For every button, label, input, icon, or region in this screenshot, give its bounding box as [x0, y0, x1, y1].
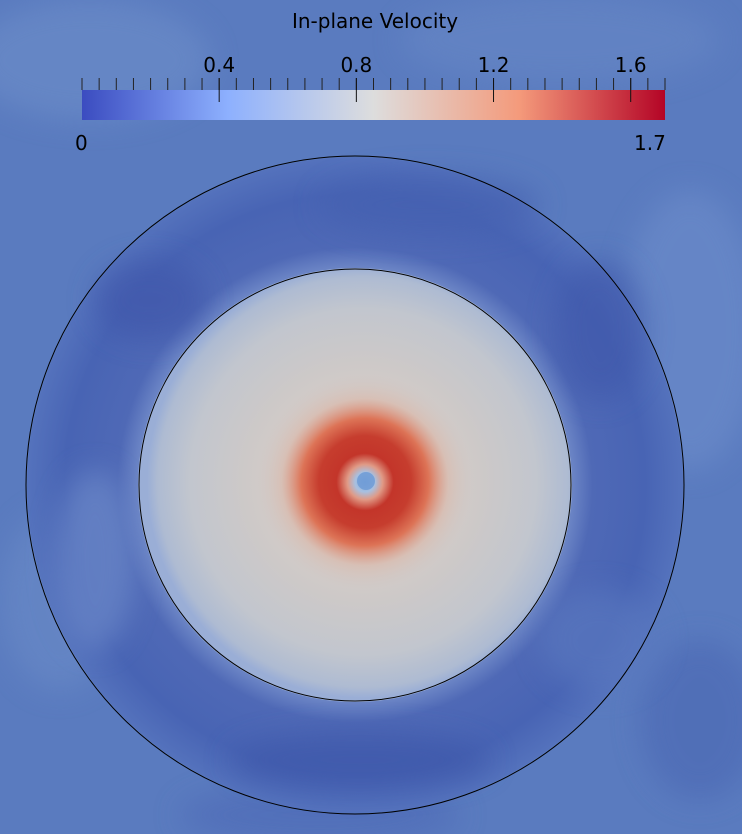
- outer-boundary-circle: [25, 155, 685, 815]
- colorbar-tick-label: 0.8: [340, 53, 373, 77]
- colorbar: [81, 78, 666, 120]
- colorbar-gradient: [82, 90, 665, 120]
- colorbar-tick-label: 1.6: [614, 53, 647, 77]
- colorbar-tick-label: 1.2: [477, 53, 510, 77]
- inner-boundary-circle: [138, 268, 572, 702]
- colorbar-min-label: 0: [75, 131, 88, 155]
- colorbar-title: In-plane Velocity: [291, 9, 459, 33]
- vortex-core: [357, 472, 375, 490]
- colorbar-major-ticks: [218, 78, 632, 102]
- colorbar-tick-label: 0.4: [203, 53, 236, 77]
- colorbar-max-label: 1.7: [634, 131, 666, 155]
